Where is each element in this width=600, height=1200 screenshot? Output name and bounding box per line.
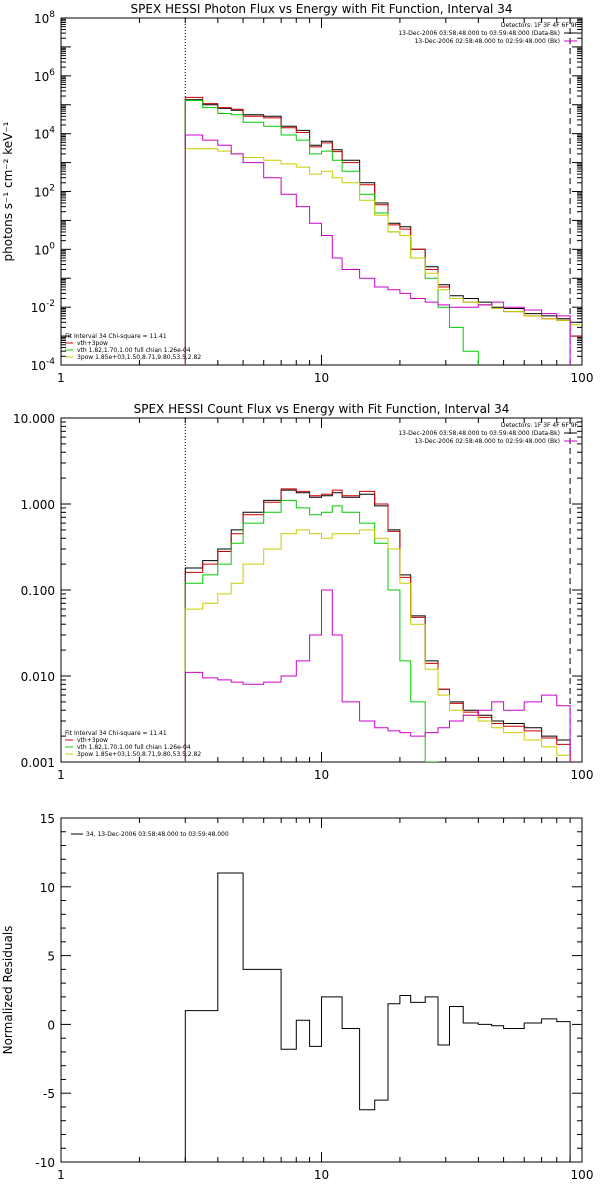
y-tick-base: 10 xyxy=(34,70,49,84)
y-tick-exp: 8 xyxy=(49,10,55,20)
x-tick-label: 1 xyxy=(57,768,65,782)
legend-entry-text: Fit Interval 34 Chi-square = 11.41 xyxy=(65,333,167,340)
y-tick-base: 10 xyxy=(34,243,49,257)
y-tick-label: 10-2 xyxy=(31,299,55,315)
legend-entry-text: Fit Interval 34 Chi-square = 11.41 xyxy=(65,730,167,737)
y-tick-label: -10 xyxy=(35,1156,55,1170)
series-line-2 xyxy=(184,488,571,762)
legend-entry-text: 3pow 1.85e+03,1.50,8.71,9.80,53.5,2.82 xyxy=(77,751,201,758)
legend-entry-text: vth+3pow xyxy=(77,340,108,347)
axes-frame xyxy=(60,17,583,366)
x-tick-label: 10 xyxy=(314,371,329,385)
detectors-label: Detectors: 1F 3F 4F 6F 9F xyxy=(501,22,579,29)
y-tick-label: 104 xyxy=(34,126,55,142)
y-tick-base: 10 xyxy=(34,186,49,200)
y-tick-label: 0.010 xyxy=(21,670,55,684)
legend-entry-text: 3pow 1.85e+03,1.50,8.71,9.80,53.5,2.82 xyxy=(77,354,201,361)
panel-3: 1 10 100 -10 -5 0 5 10 15 Normalized Residuals 34,… xyxy=(1,812,593,1182)
y-tick-base: 10 xyxy=(34,128,49,142)
chart-title: SPEX HESSI Photon Flux vs Energy with Fi… xyxy=(131,2,513,16)
y-tick-label: 0 xyxy=(47,1018,55,1032)
y-axis-label: Normalized Residuals xyxy=(1,926,15,1055)
y-tick-base: 10 xyxy=(31,301,46,315)
data-series-group xyxy=(184,872,582,1162)
x-tick-label: 10 xyxy=(314,768,329,782)
y-tick-label: 15 xyxy=(40,812,55,826)
y-tick-exp: 0 xyxy=(49,241,55,251)
y-tick-label: 10.000 xyxy=(13,412,55,426)
y-tick-label: 0.100 xyxy=(21,584,55,598)
y-tick-base: 10 xyxy=(34,12,49,26)
legend-entry-text: 13-Dec-2006 02:58:48.000 to 02:59:48.000… xyxy=(415,438,560,445)
x-tick-label: 100 xyxy=(571,371,594,385)
legend-entry-text: 13-Dec-2006 03:58:48.000 to 03:59:48.000… xyxy=(398,430,560,437)
data-series-group xyxy=(184,96,582,365)
x-tick-label: 100 xyxy=(571,768,594,782)
y-tick-exp: -2 xyxy=(46,299,55,309)
x-tick-label: 1 xyxy=(57,1168,65,1182)
y-tick-exp: 2 xyxy=(49,184,55,194)
series-line-5 xyxy=(184,134,571,365)
y-tick-label: 102 xyxy=(34,184,55,200)
y-tick-label: 10-4 xyxy=(31,357,56,373)
series-line-4 xyxy=(184,529,571,762)
y-axis-label: photons s⁻¹ cm⁻² keV⁻¹ xyxy=(1,121,15,261)
y-tick-label: 106 xyxy=(34,68,55,84)
series-line-1 xyxy=(184,872,582,1162)
y-tick-exp: 4 xyxy=(49,126,55,136)
series-line-1 xyxy=(184,489,582,762)
y-tick-exp: 6 xyxy=(49,68,55,78)
axes-frame xyxy=(60,817,583,1163)
series-line-5 xyxy=(184,589,571,762)
legend-entry-text: 13-Dec-2006 02:58:48.000 to 02:59:48.000… xyxy=(415,38,560,45)
detectors-label: Detectors: 1F 3F 4F 6F 9F xyxy=(501,422,579,429)
data-series-group xyxy=(184,488,582,762)
y-tick-label: 100 xyxy=(34,241,55,257)
panel-1: SPEX HESSI Photon Flux vs Energy with Fi… xyxy=(1,2,593,385)
y-tick-label: 0.001 xyxy=(21,756,55,770)
y-tick-base: 10 xyxy=(31,359,46,373)
series-line-3 xyxy=(184,100,479,365)
y-tick-label: 5 xyxy=(47,950,55,964)
panel-2: SPEX HESSI Count Flux vs Energy with Fit… xyxy=(13,402,593,782)
y-tick-label: 1.000 xyxy=(21,498,55,512)
y-tick-label: 10 xyxy=(40,881,55,895)
y-tick-exp: -4 xyxy=(46,357,55,367)
chart-title: SPEX HESSI Count Flux vs Energy with Fit… xyxy=(134,402,510,416)
series-line-2 xyxy=(184,96,582,365)
series-line-4 xyxy=(184,148,582,365)
series-line-1 xyxy=(184,99,582,365)
y-tick-label: -5 xyxy=(43,1087,55,1101)
y-tick-label: 108 xyxy=(34,10,55,26)
legend-entry-text: vth+3pow xyxy=(77,737,108,744)
legend-entry-text: 34, 13-Dec-2006 03:58:48.000 to 03:59:48… xyxy=(86,831,229,838)
legend-entry-text: vth 1.82,1.70,1.00 full chian 1.26e-04 xyxy=(77,744,191,751)
legend-entry-text: 13-Dec-2006 03:58:48.000 to 03:59:48.000… xyxy=(398,30,560,37)
x-tick-label: 10 xyxy=(314,1168,329,1182)
x-tick-label: 1 xyxy=(57,371,65,385)
legend-entry-text: vth 1.82,1.70,1.00 full chian 1.26e-04 xyxy=(77,347,191,354)
x-tick-label: 100 xyxy=(571,1168,594,1182)
series-line-3 xyxy=(184,499,439,762)
